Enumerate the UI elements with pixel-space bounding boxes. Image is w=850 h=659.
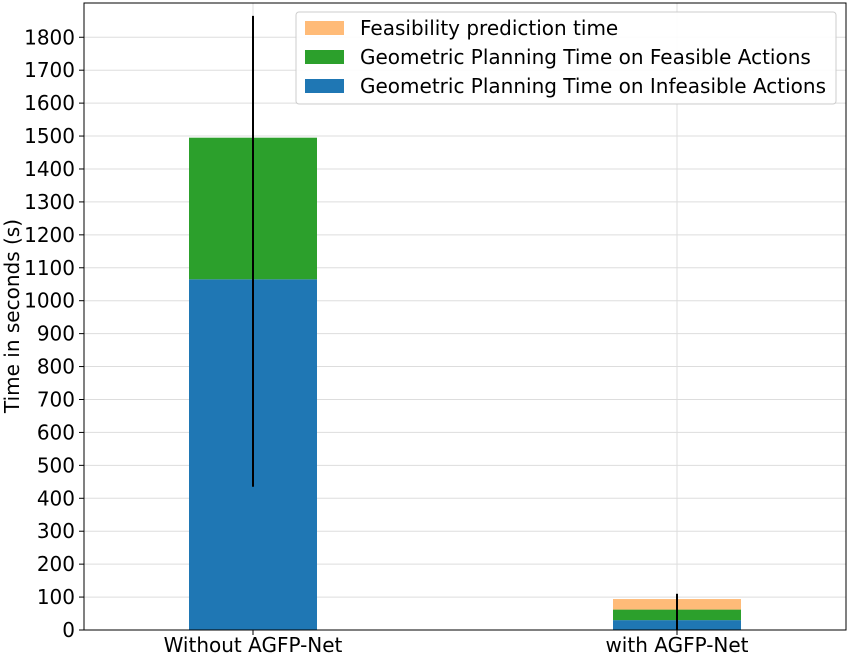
y-tick-label: 1300 xyxy=(24,190,75,214)
legend-label: Geometric Planning Time on Feasible Acti… xyxy=(360,45,811,69)
y-axis: 0 100 200 300 400 500 600 700 800 900 1000 1100 1200… xyxy=(24,25,84,642)
x-tick-label: with AGFP-Net xyxy=(605,633,748,655)
legend-label: Feasibility prediction time xyxy=(360,16,618,40)
legend-label: Geometric Planning Time on Infeasible Ac… xyxy=(360,74,826,98)
y-tick-label: 1700 xyxy=(24,58,75,82)
y-tick-label: 1200 xyxy=(24,223,75,247)
y-tick-label: 1600 xyxy=(24,91,75,115)
y-tick-label: 1100 xyxy=(24,256,75,280)
y-tick-label: 700 xyxy=(37,387,75,411)
x-axis: Without AGFP-Net with AGFP-Net xyxy=(164,630,749,657)
y-tick-label: 1500 xyxy=(24,124,75,148)
y-tick-label: 600 xyxy=(37,420,75,444)
y-tick-label: 900 xyxy=(37,322,75,346)
legend-box xyxy=(295,11,837,105)
y-tick-label: 0 xyxy=(62,618,75,642)
y-tick-label: 1400 xyxy=(24,157,75,181)
plot-frame xyxy=(83,2,847,631)
error-bars xyxy=(252,15,678,630)
x-tick-label: Without AGFP-Net xyxy=(164,633,343,655)
legend-swatch xyxy=(305,50,344,64)
y-tick-label: 500 xyxy=(37,453,75,477)
y-tick-label: 1800 xyxy=(24,25,75,49)
y-tick-label: 400 xyxy=(37,486,75,510)
legend-swatch xyxy=(305,79,344,93)
y-tick-label: 100 xyxy=(37,585,75,609)
bars xyxy=(189,137,741,630)
y-tick-label: 200 xyxy=(37,552,75,576)
legend-swatch xyxy=(305,21,344,35)
y-tick-label: 300 xyxy=(37,519,75,543)
y-axis-title: Time in seconds (s) xyxy=(0,219,24,414)
legend: Feasibility prediction time Geometric Pla… xyxy=(295,11,837,105)
y-tick-label: 800 xyxy=(37,355,75,379)
y-tick-label: 1000 xyxy=(24,289,75,313)
